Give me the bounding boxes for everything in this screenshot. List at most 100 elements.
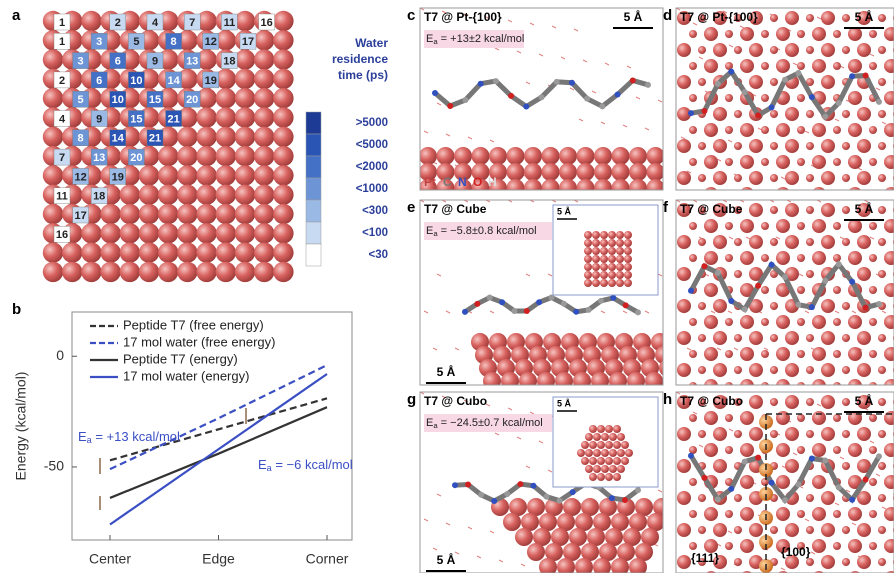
atom (797, 222, 805, 230)
atom (806, 398, 814, 406)
atom (704, 443, 718, 457)
atom (81, 242, 102, 263)
water (600, 310, 606, 314)
site-label: 16 (260, 17, 272, 29)
atom (812, 507, 826, 521)
site-label: 12 (74, 171, 86, 183)
atom (635, 309, 641, 316)
atom (785, 203, 799, 217)
panel-frame (419, 391, 664, 573)
site-label: 1 (59, 36, 65, 48)
water (722, 10, 728, 14)
site-cell (90, 110, 108, 127)
atom (755, 454, 762, 461)
atom (749, 203, 763, 217)
atom (119, 242, 140, 263)
atom (770, 14, 778, 22)
water (494, 47, 500, 51)
atom (611, 179, 630, 190)
atom (177, 107, 198, 128)
atom (420, 179, 437, 190)
atom (234, 68, 256, 90)
atom (646, 147, 663, 165)
atom (196, 223, 217, 244)
atom (698, 174, 706, 182)
atom (884, 123, 894, 137)
atom (869, 126, 877, 134)
facet-label: {111} (691, 551, 719, 565)
atom (600, 255, 608, 263)
atom (822, 277, 829, 284)
legend-label: Peptide T7 (free energy) (123, 317, 264, 332)
water (657, 99, 663, 103)
panel-letter: b (12, 301, 21, 318)
atom (728, 485, 735, 492)
atom (698, 558, 706, 566)
atom (725, 190, 733, 198)
atom (624, 239, 632, 247)
atom (254, 145, 275, 167)
atom (770, 398, 778, 406)
atom (725, 126, 733, 134)
atom (584, 271, 592, 279)
panel-frame (675, 391, 894, 573)
atom (138, 223, 160, 244)
site-label: 15 (130, 113, 142, 125)
water (494, 432, 500, 436)
atom (601, 433, 609, 441)
atom (234, 126, 256, 147)
site-label: 3 (78, 56, 84, 68)
water (547, 273, 553, 277)
atom (196, 203, 217, 225)
atom (506, 147, 525, 165)
atom (821, 491, 835, 505)
atom (508, 92, 515, 99)
panel-letter: g (407, 391, 416, 408)
atom (749, 427, 763, 441)
atom (776, 539, 790, 553)
atom (594, 147, 612, 165)
site-label: 2 (59, 75, 65, 87)
atom (234, 88, 256, 109)
atom (273, 223, 294, 244)
atom (813, 187, 825, 190)
atom (869, 62, 877, 70)
atom (749, 363, 763, 377)
site-cell (109, 168, 127, 185)
atom (857, 107, 871, 121)
atom (770, 142, 778, 150)
atom (797, 542, 805, 550)
atom (770, 302, 778, 310)
atom (215, 242, 236, 263)
atom (713, 555, 727, 569)
panel-title: T7 @ Cubo (424, 394, 487, 408)
water (622, 124, 628, 128)
site-cell (183, 52, 201, 69)
atom (609, 449, 617, 457)
atom (677, 11, 691, 25)
panel-letter: e (407, 199, 415, 216)
site-cell (90, 71, 108, 89)
atom (768, 479, 775, 486)
water (516, 436, 522, 440)
element-label: Pt (424, 175, 436, 189)
atom (454, 147, 472, 165)
atom (849, 496, 856, 503)
site-cell (128, 110, 145, 127)
atom (821, 363, 835, 377)
atom (785, 267, 799, 281)
atom (677, 267, 691, 281)
water (834, 502, 840, 506)
legend-label: <100 (362, 227, 388, 239)
atom (635, 543, 653, 561)
atom (100, 223, 121, 244)
atom (878, 558, 886, 566)
energy-symbol: E (78, 429, 87, 444)
atom (629, 558, 647, 573)
panel-frame (419, 199, 664, 386)
atom (740, 347, 754, 361)
atom (833, 222, 841, 230)
site-label: 21 (167, 113, 179, 125)
atom (234, 107, 256, 128)
atom (878, 526, 886, 534)
